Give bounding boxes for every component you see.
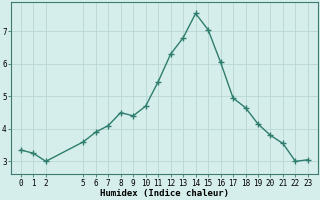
X-axis label: Humidex (Indice chaleur): Humidex (Indice chaleur) <box>100 189 229 198</box>
